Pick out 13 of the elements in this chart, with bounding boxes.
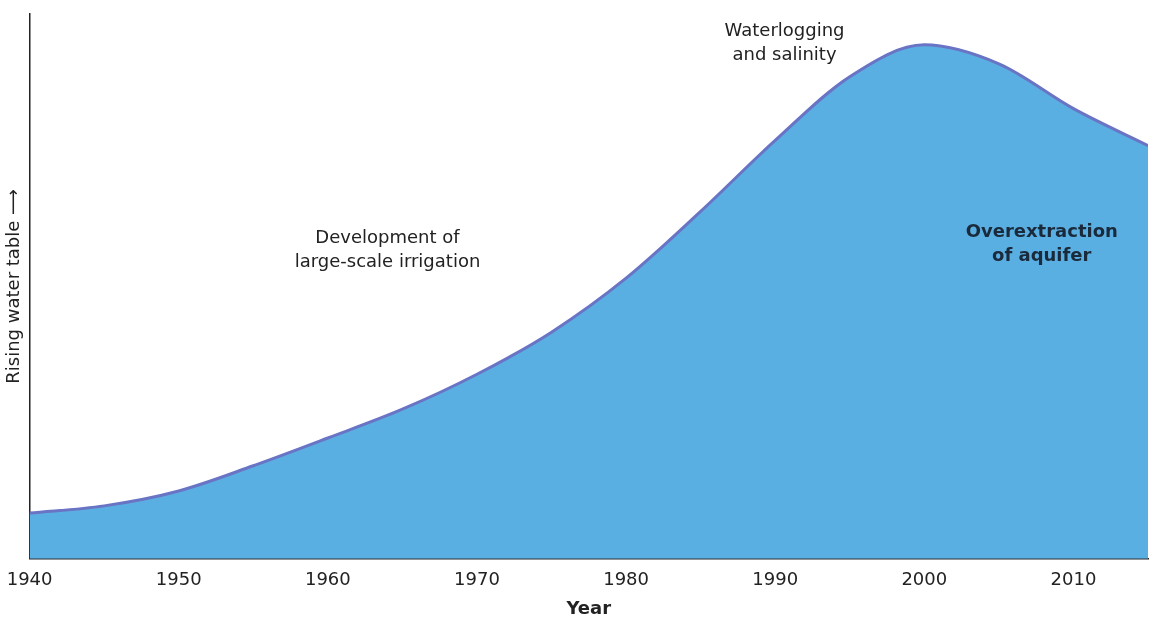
x-tick-label: 1940 xyxy=(6,568,53,590)
x-tick-label: 1980 xyxy=(603,568,649,590)
y-axis-title: Rising water table ⟶ xyxy=(2,189,24,384)
x-axis-title: Year xyxy=(565,596,612,618)
x-tick-label: 2000 xyxy=(901,568,948,590)
annotation: Development of large-scale irrigation xyxy=(294,225,481,271)
annotation: Overextraction of aquifer xyxy=(965,220,1118,266)
annotation: Waterlogging and salinity xyxy=(724,18,845,64)
x-tick-label: 2010 xyxy=(1050,568,1097,590)
x-tick-label: 1960 xyxy=(304,568,351,590)
x-tick-label: 1990 xyxy=(752,568,799,590)
x-tick-label: 1950 xyxy=(155,568,202,590)
x-tick-label: 1970 xyxy=(454,568,500,590)
